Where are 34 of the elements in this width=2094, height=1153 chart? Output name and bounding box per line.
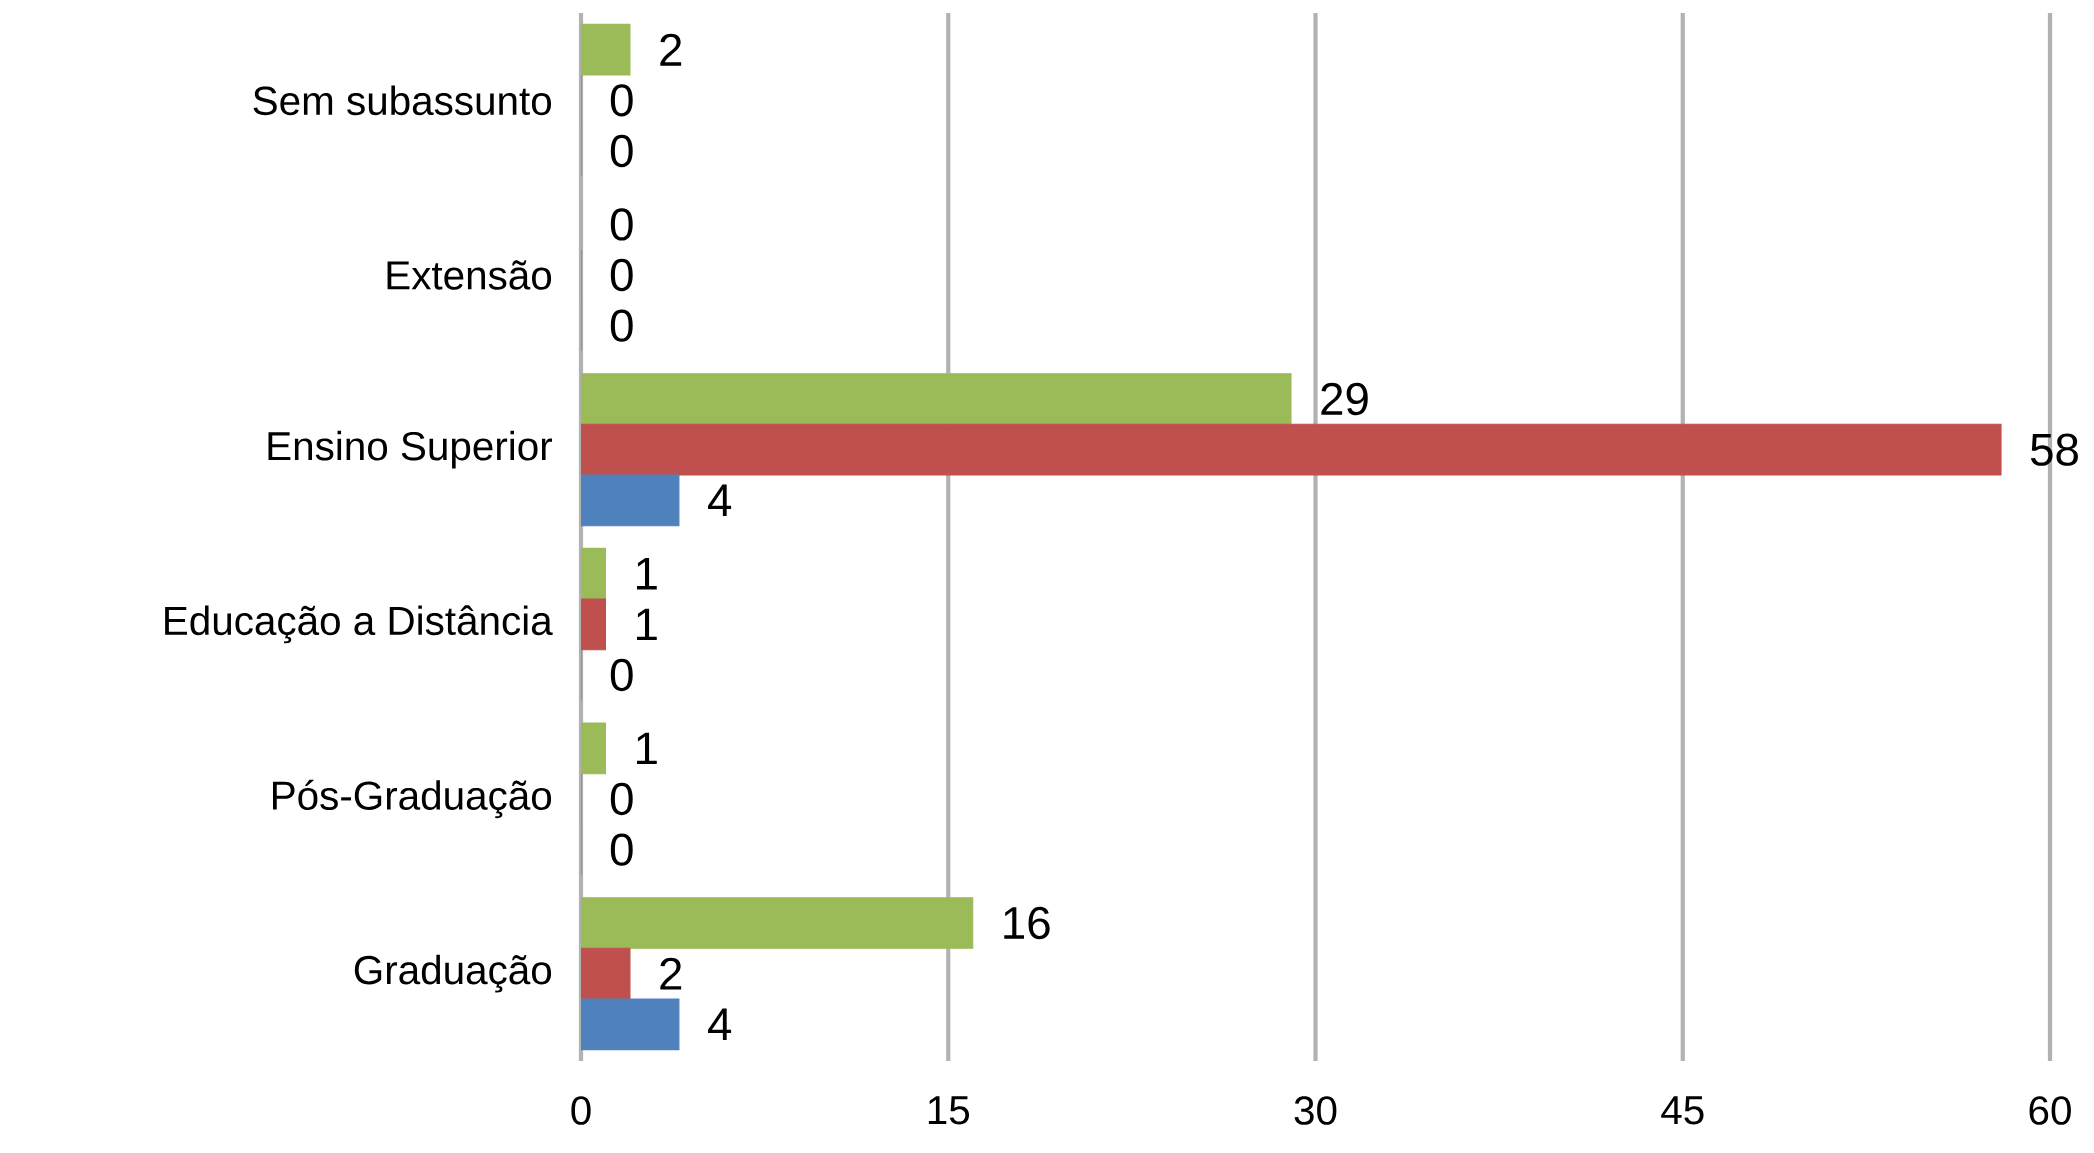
data-label: 29 [1321, 382, 1368, 416]
data-label: 1 [637, 732, 657, 765]
data-label: 58 [2030, 433, 2078, 466]
y-tick-label: Extensão [387, 260, 552, 290]
bar [581, 998, 680, 1051]
bar [581, 474, 680, 527]
data-label: 16 [1004, 906, 1050, 940]
y-tick-label: Graduação [354, 954, 552, 993]
y-tick-label: Educação a Distância [165, 605, 553, 644]
data-label: 0 [610, 782, 633, 816]
bar [581, 423, 2002, 476]
x-tick-label: 15 [928, 1096, 970, 1125]
y-tick-label: Pós-Graduação [273, 779, 552, 819]
x-tick-label: 45 [1661, 1096, 1704, 1125]
data-label: 0 [610, 833, 633, 866]
x-tick-label: 30 [1294, 1096, 1337, 1125]
y-tick-label: Ensino Superior [268, 430, 553, 469]
data-label: 0 [610, 134, 633, 168]
data-label: 0 [610, 258, 633, 292]
data-label: 4 [708, 1008, 732, 1041]
y-tick-label: Sem subassunto [253, 85, 552, 116]
x-tick-label: 60 [2029, 1096, 2071, 1125]
x-tick-label: 0 [571, 1096, 591, 1125]
data-label: 0 [610, 84, 633, 117]
data-label: 0 [610, 658, 633, 692]
data-label: 1 [637, 557, 657, 590]
bar [581, 598, 607, 651]
bar [581, 947, 631, 1000]
data-label: 2 [660, 33, 682, 66]
data-label: 0 [610, 208, 633, 241]
data-label: 4 [708, 484, 732, 517]
data-label: 0 [610, 309, 633, 342]
data-label: 1 [637, 608, 657, 641]
data-label: 2 [660, 957, 682, 990]
